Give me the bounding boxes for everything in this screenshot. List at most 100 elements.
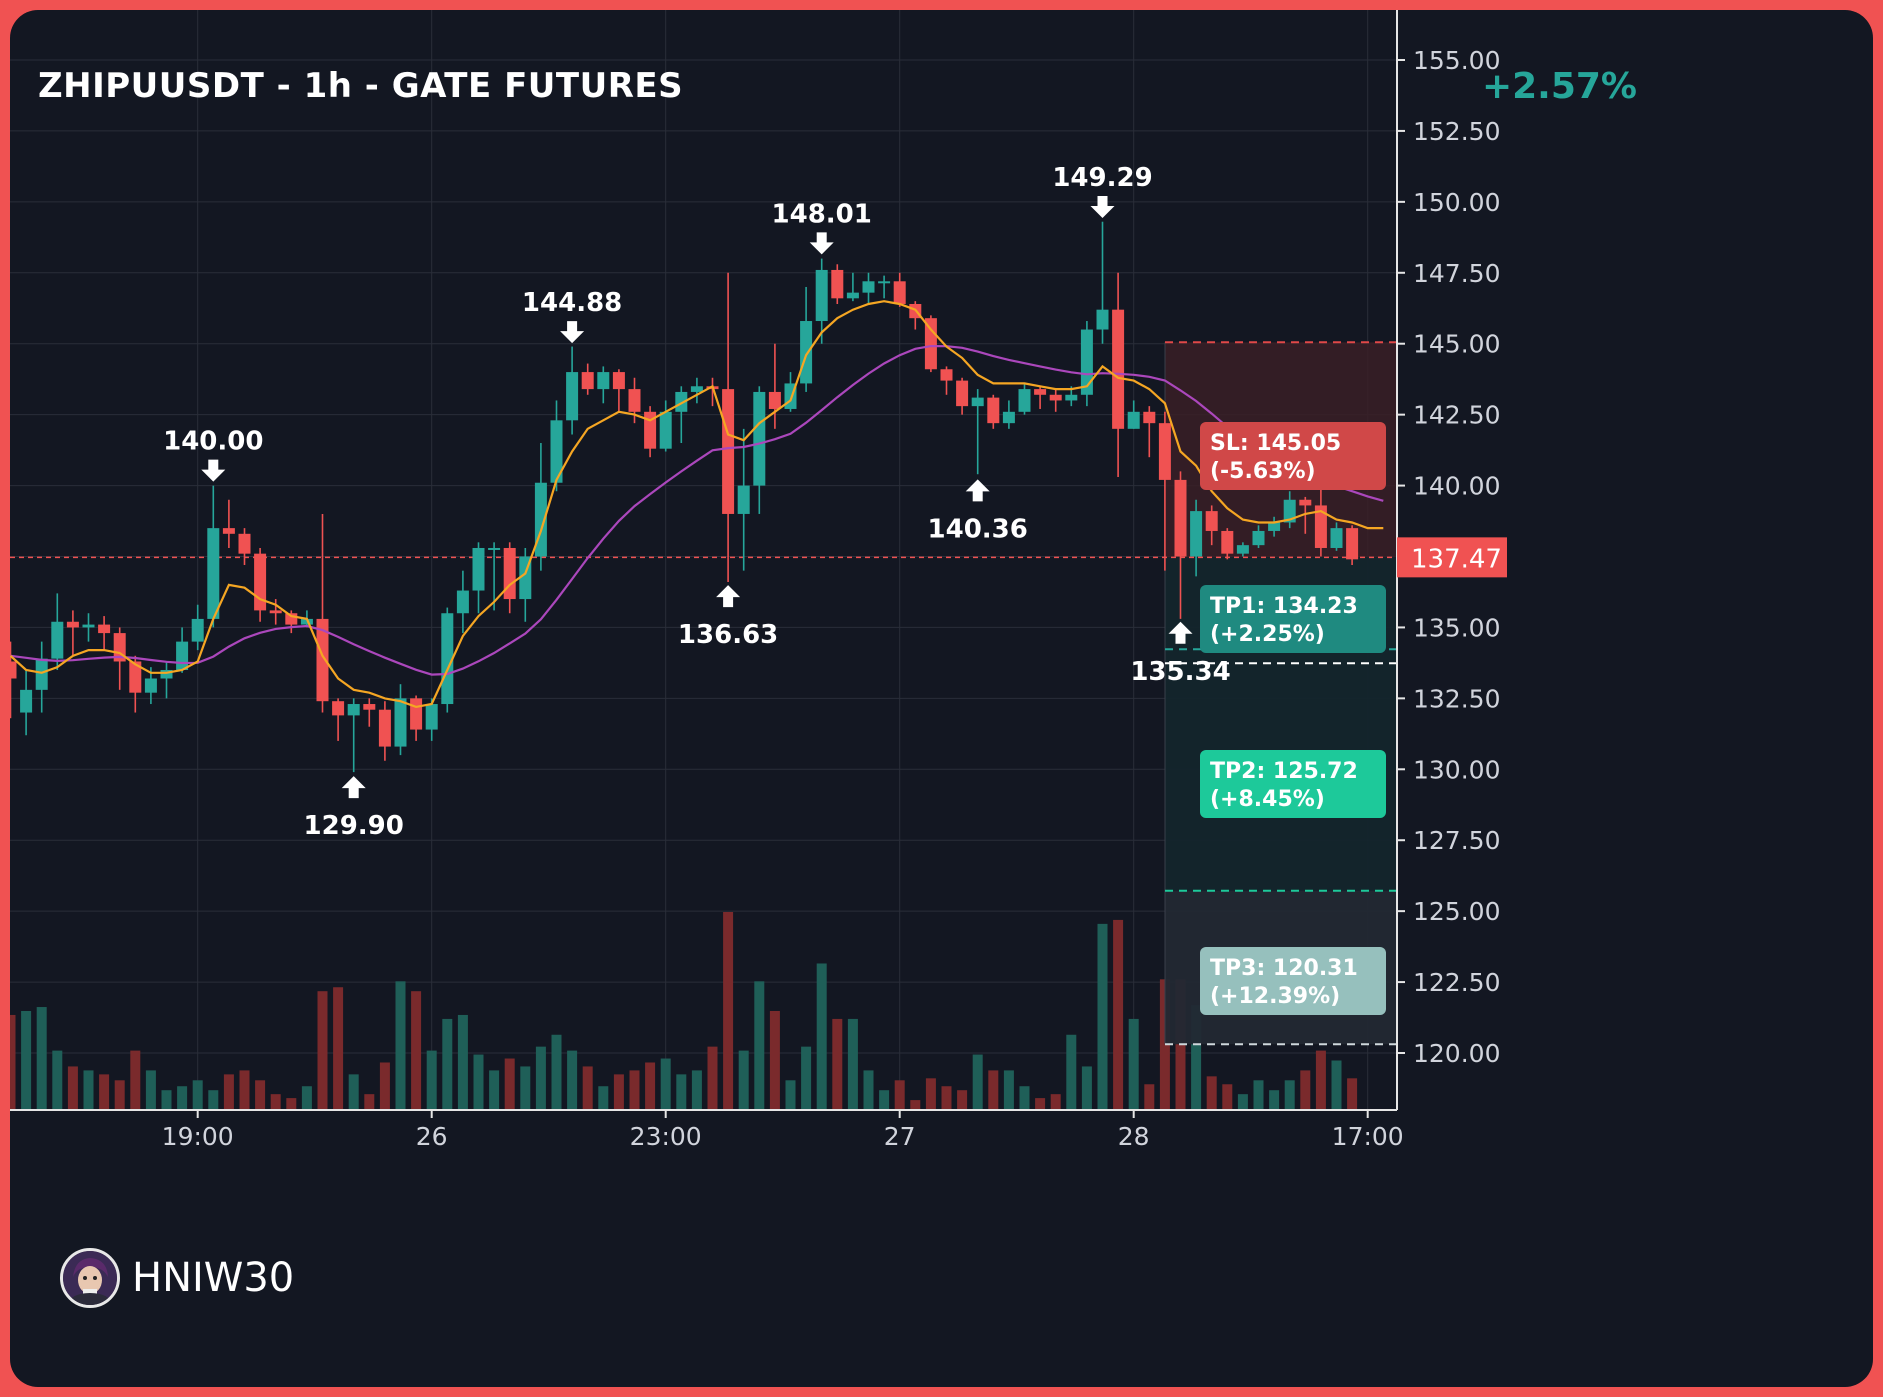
candle-body	[956, 380, 969, 407]
candle-body	[924, 318, 937, 370]
candle-body	[1268, 522, 1281, 531]
volume-bar	[1097, 923, 1108, 1110]
candle	[347, 698, 360, 773]
swing-low: 129.90	[304, 776, 404, 841]
candle	[1314, 488, 1327, 557]
candle-body	[1221, 530, 1234, 554]
candle	[597, 366, 610, 404]
volume-bar	[754, 981, 765, 1110]
current-price-label: 137.47	[1411, 544, 1502, 574]
candle	[1112, 272, 1125, 478]
current-price-badge: 137.47	[1397, 537, 1507, 578]
volume-bar	[1113, 919, 1124, 1110]
candle	[581, 363, 594, 395]
volume-bar	[177, 1086, 188, 1110]
price-tick-label: 145.00	[1413, 330, 1500, 359]
candle	[472, 542, 485, 614]
candle-body	[831, 269, 844, 299]
volume-bar	[691, 1070, 702, 1110]
candle-body	[628, 389, 641, 412]
candle-body	[1018, 389, 1031, 412]
price-chart[interactable]: 140.00 144.88 148.01 149.29 129.90 136.63 140.…	[10, 10, 1873, 1387]
candle-body	[254, 553, 267, 611]
swing-low: 136.63	[678, 585, 778, 650]
candle	[1080, 321, 1093, 407]
candle-body	[597, 372, 610, 390]
candle-body	[238, 533, 251, 554]
candle	[1143, 406, 1156, 458]
volume-bar	[582, 1066, 593, 1110]
price-tick-label: 135.00	[1413, 613, 1500, 642]
candle-body	[878, 281, 891, 284]
volume-bar	[1191, 1005, 1202, 1110]
candle	[66, 610, 79, 656]
volume-bar	[489, 1070, 500, 1110]
candle-body	[394, 698, 407, 747]
volume-bar	[738, 1050, 749, 1110]
candle	[1174, 471, 1187, 619]
candle-body	[316, 618, 329, 702]
candle-body	[675, 391, 688, 412]
sl-label-title: SL: 145.05	[1210, 431, 1341, 456]
candle	[191, 604, 204, 651]
arrow-down-icon	[809, 232, 834, 255]
tp2-label: TP2: 125.72 (+8.45%)	[1200, 750, 1386, 818]
price-tick-label: 142.50	[1413, 401, 1500, 430]
price-tick-label: 120.00	[1413, 1039, 1500, 1068]
candle	[1190, 499, 1203, 577]
time-tick-label: 27	[884, 1122, 916, 1151]
swing-high: 144.88	[522, 288, 622, 344]
candle-body	[800, 321, 813, 384]
volume-bar	[145, 1070, 156, 1110]
volume-bar	[676, 1074, 687, 1110]
candle	[285, 610, 298, 634]
candle	[425, 698, 438, 741]
candle-body	[768, 391, 781, 409]
volume-bar	[660, 1058, 671, 1110]
candle	[98, 616, 111, 651]
time-tick-label: 26	[416, 1122, 448, 1151]
volume-bar	[785, 1080, 796, 1110]
price-tick-label: 132.50	[1413, 684, 1500, 713]
watermark: HNIW30	[60, 1248, 294, 1308]
candle-body	[722, 389, 735, 514]
volume-bar	[879, 1090, 890, 1110]
tp1-label: TP1: 134.23 (+2.25%)	[1200, 585, 1386, 653]
arrow-down-icon	[201, 459, 226, 482]
candle-body	[862, 281, 875, 293]
candle	[1252, 525, 1265, 548]
candle	[675, 386, 688, 444]
tp2-label-percent: (+8.45%)	[1210, 787, 1325, 812]
candle-body	[176, 641, 189, 670]
volume-bar	[442, 1018, 453, 1110]
candle	[1346, 525, 1359, 566]
candle	[644, 406, 657, 458]
price-tick-label: 155.00	[1413, 46, 1500, 75]
arrow-up-icon	[965, 479, 990, 502]
candle	[1221, 528, 1234, 560]
sl-label-box	[1200, 422, 1386, 490]
candle	[862, 272, 875, 304]
tp3-label: TP3: 120.31 (+12.39%)	[1200, 947, 1386, 1015]
candle	[1096, 221, 1109, 344]
candle-body	[581, 372, 594, 390]
candle	[846, 272, 859, 302]
candle-body	[940, 369, 953, 381]
candle-body	[269, 610, 282, 614]
volume-bar	[707, 1046, 718, 1110]
candles	[10, 221, 1359, 773]
candle	[503, 542, 516, 614]
volume-bar	[520, 1066, 531, 1110]
candle-body	[1283, 499, 1296, 523]
candle-body	[1034, 389, 1047, 395]
candle	[878, 275, 891, 299]
volume-bar	[535, 1046, 546, 1110]
time-tick-label: 23:00	[630, 1122, 702, 1151]
swing-high-label: 140.00	[163, 427, 263, 457]
swing-high: 148.01	[772, 199, 872, 255]
candle	[238, 528, 251, 566]
price-tick-label: 147.50	[1413, 259, 1500, 288]
candle-body	[1158, 423, 1171, 480]
swing-high: 149.29	[1052, 163, 1153, 219]
